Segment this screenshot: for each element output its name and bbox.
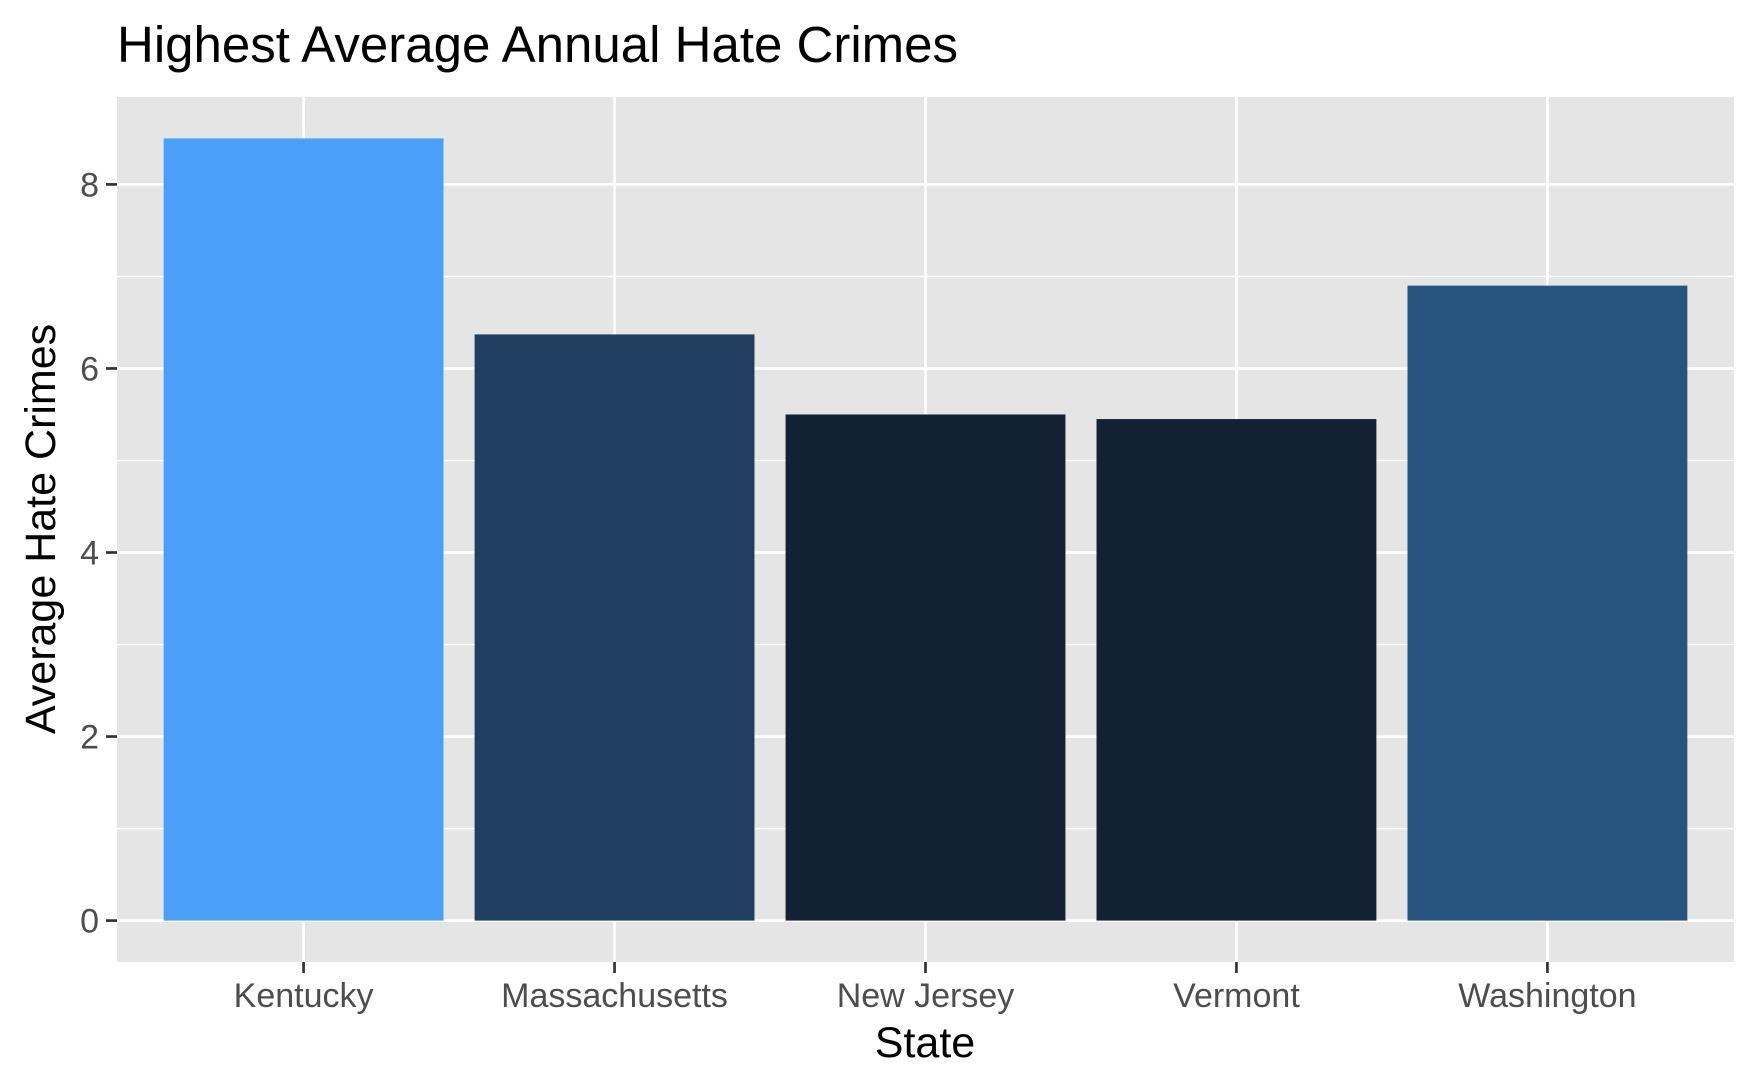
y-tick-label: 4 [80, 535, 99, 573]
bar-series [163, 138, 1688, 921]
x-axis-title: State [875, 1019, 975, 1067]
y-tick-label: 6 [80, 350, 99, 388]
bar [1407, 285, 1688, 921]
bar [785, 414, 1066, 921]
bar [163, 138, 444, 921]
x-tick-label: Vermont [1173, 977, 1300, 1015]
y-tick-label: 8 [80, 166, 99, 204]
x-axis: Kentucky Massachusetts New Jersey Vermont Wa… [234, 962, 1637, 1015]
x-tick-label: Massachusetts [501, 977, 728, 1015]
y-tick-label: 2 [80, 719, 99, 757]
x-tick-label: Kentucky [234, 977, 374, 1015]
chart-title: Highest Average Annual Hate Crimes [117, 16, 958, 73]
y-axis: 0 2 4 6 8 [80, 166, 117, 941]
bar [1096, 419, 1377, 921]
y-tick-label: 0 [80, 903, 99, 941]
x-tick-label: Washington [1458, 977, 1636, 1015]
bar [474, 334, 755, 921]
x-tick-label: New Jersey [837, 977, 1015, 1015]
y-axis-title: Average Hate Crimes [17, 324, 65, 734]
